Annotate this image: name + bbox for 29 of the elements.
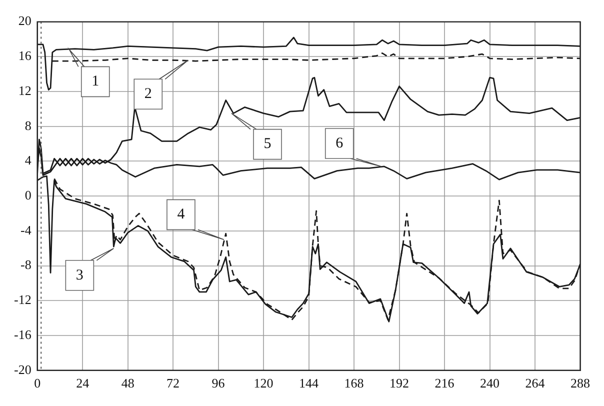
- x-tick-label: 288: [570, 376, 590, 391]
- x-tick-label: 240: [480, 376, 500, 391]
- annotation: 5: [264, 136, 272, 152]
- y-tick-label: -20: [14, 362, 32, 377]
- x-tick-label: 96: [212, 376, 226, 391]
- y-tick-label: 20: [18, 13, 32, 28]
- y-tick-label: -16: [14, 326, 32, 342]
- y-tick-label: 4: [24, 152, 32, 168]
- y-tick-label: -8: [20, 257, 32, 272]
- x-tick-label: 24: [76, 376, 90, 391]
- x-tick-label: 120: [254, 376, 274, 391]
- x-tick-label: 72: [166, 376, 180, 391]
- x-tick-label: 264: [525, 376, 546, 391]
- annotation: 6: [336, 135, 344, 152]
- annotation: 2: [144, 86, 152, 102]
- y-tick-label: -12: [14, 292, 32, 308]
- annotation: 4: [177, 206, 186, 223]
- y-tick-label: 16: [18, 48, 32, 64]
- x-tick-label: 216: [434, 376, 455, 391]
- x-tick-label: 192: [390, 376, 410, 391]
- x-tick-label: 168: [344, 376, 364, 391]
- x-tick-label: 144: [299, 376, 320, 391]
- annotation: 3: [76, 267, 84, 284]
- y-tick-label: 12: [18, 82, 32, 98]
- annotation: 1: [92, 74, 100, 90]
- x-tick-label: 48: [121, 376, 134, 391]
- y-tick-label: 8: [24, 118, 32, 133]
- y-tick-label: -4: [20, 222, 32, 238]
- y-tick-label: 0: [24, 188, 32, 203]
